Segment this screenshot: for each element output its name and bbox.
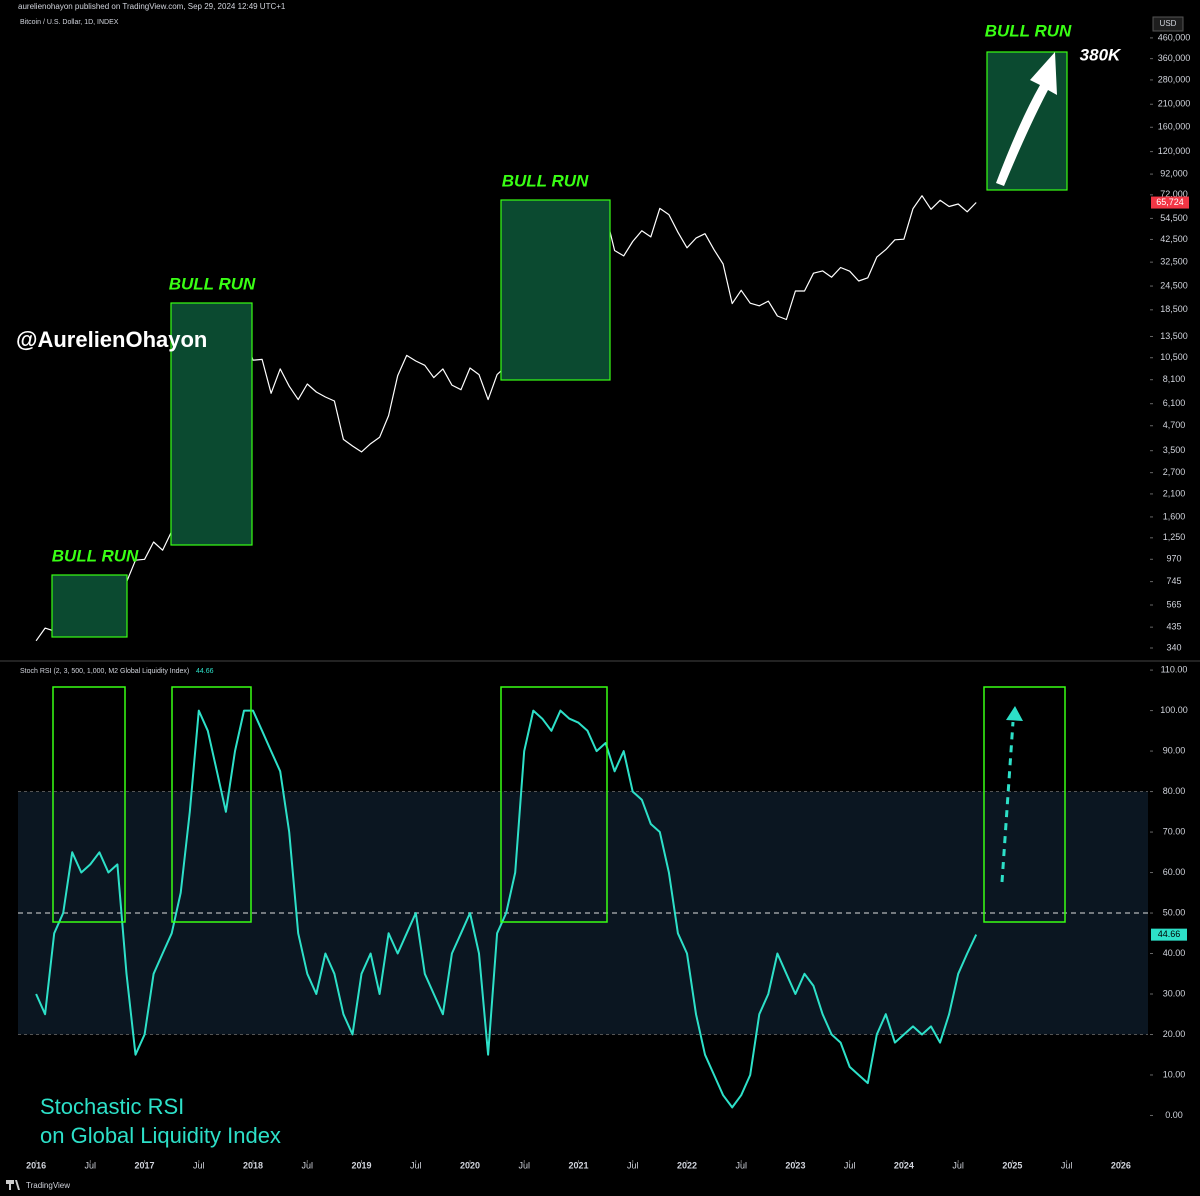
bull-box — [500, 199, 611, 381]
bull-box — [51, 574, 128, 638]
x-tick-label: 2018 — [243, 1160, 263, 1170]
rsi-box — [171, 686, 252, 923]
y-tick-label: 970 — [1166, 554, 1181, 564]
x-tick-label: 2026 — [1111, 1160, 1131, 1170]
x-tick-label: 2022 — [677, 1160, 697, 1170]
y-tick-label: 10.00 — [1163, 1069, 1186, 1079]
rsi-box — [983, 686, 1066, 923]
x-tick-label: Jul — [1061, 1160, 1073, 1170]
x-tick-label: 2016 — [26, 1160, 46, 1170]
y-tick-label: 30.00 — [1163, 988, 1186, 998]
y-tick-label: 13,500 — [1160, 331, 1188, 341]
bull-box — [170, 302, 253, 546]
y-tick-label: 24,500 — [1160, 280, 1188, 290]
y-tick-label: 80.00 — [1163, 786, 1186, 796]
y-tick-label: 70.00 — [1163, 826, 1186, 836]
y-tick-label: 280,000 — [1158, 74, 1191, 84]
bull-run-label: BULL RUN — [502, 171, 589, 190]
value-tag-label: 44.66 — [1158, 929, 1181, 939]
watermark: @AurelienOhayon — [16, 327, 207, 352]
rsi-box — [500, 686, 608, 923]
y-tick-label: 210,000 — [1158, 99, 1191, 109]
price-tag — [1151, 196, 1189, 209]
y-tick-label: 435 — [1166, 622, 1181, 632]
y-tick-label: 60.00 — [1163, 867, 1186, 877]
y-tick-label: 4,700 — [1163, 420, 1186, 430]
target-label: 380K — [1080, 45, 1122, 64]
y-tick-label: 18,500 — [1160, 304, 1188, 314]
y-tick-label: 90.00 — [1163, 745, 1186, 755]
y-tick-label: 3,500 — [1163, 445, 1186, 455]
price-tag-label: 65,724 — [1156, 197, 1184, 207]
y-tick-label: 565 — [1166, 599, 1181, 609]
y-tick-label: 0.00 — [1165, 1110, 1183, 1120]
x-tick-label: Jul — [410, 1160, 422, 1170]
y-tick-label: 32,500 — [1160, 257, 1188, 267]
x-tick-label: Jul — [844, 1160, 856, 1170]
y-tick-label: 745 — [1166, 576, 1181, 586]
legend-value: 44.66 — [196, 668, 214, 675]
y-tick-label: 54,500 — [1160, 213, 1188, 223]
y-tick-label: 42,500 — [1160, 234, 1188, 244]
bull-run-label: BULL RUN — [985, 21, 1072, 40]
y-tick-label: 1,250 — [1163, 532, 1186, 542]
rsi-caption: on Global Liquidity Index — [40, 1123, 281, 1148]
dashed-arrow — [1000, 721, 1015, 883]
y-tick-label: 120,000 — [1158, 146, 1191, 156]
y-tick-label: 92,000 — [1160, 168, 1188, 178]
price-legend: Bitcoin / U.S. Dollar, 1D, INDEX — [20, 19, 119, 26]
band — [18, 791, 1148, 1035]
arrow-head — [1006, 706, 1023, 721]
x-tick-label: 2023 — [785, 1160, 805, 1170]
x-tick-label: Jul — [627, 1160, 639, 1170]
logo — [6, 1180, 20, 1190]
rsi-caption: Stochastic RSI — [40, 1094, 184, 1119]
x-tick-label: 2020 — [460, 1160, 480, 1170]
x-tick-label: Jul — [302, 1160, 314, 1170]
currency-box — [1152, 16, 1184, 32]
rsi-legend: Stoch RSI (2, 3, 500, 1,000, M2 Global L… — [20, 668, 189, 675]
y-tick-label: 72,000 — [1160, 189, 1188, 199]
y-tick-label: 340 — [1166, 642, 1181, 652]
y-tick-label: 6,100 — [1163, 398, 1186, 408]
x-tick-label: 2025 — [1002, 1160, 1022, 1170]
y-tick-label: 10,500 — [1160, 352, 1188, 362]
x-tick-label: Jul — [952, 1160, 964, 1170]
y-tick-label: 460,000 — [1158, 32, 1191, 42]
x-tick-label: Jul — [193, 1160, 205, 1170]
y-tick-label: 2,700 — [1163, 467, 1186, 477]
bull-run-label: BULL RUN — [169, 274, 256, 293]
y-tick-label: 50.00 — [1163, 907, 1186, 917]
y-tick-label: 2,100 — [1163, 488, 1186, 498]
y-tick-label: 8,100 — [1163, 374, 1186, 384]
y-tick-label: 110.00 — [1161, 664, 1188, 674]
header: aurelienohayon published on TradingView.… — [18, 2, 286, 11]
x-tick-label: 2019 — [352, 1160, 372, 1170]
series-line — [35, 709, 978, 1109]
y-tick-label: 360,000 — [1158, 53, 1191, 63]
y-tick-label: 1,600 — [1163, 511, 1186, 521]
x-tick-label: Jul — [735, 1160, 747, 1170]
bull-run-label: BULL RUN — [52, 546, 139, 565]
x-tick-label: 2021 — [568, 1160, 588, 1170]
y-tick-label: 160,000 — [1158, 122, 1191, 132]
x-tick-label: Jul — [518, 1160, 530, 1170]
y-tick-label: 100.00 — [1160, 705, 1188, 715]
currency: USD — [1160, 19, 1177, 28]
rsi-box — [52, 686, 126, 923]
footer: TradingView — [26, 1181, 70, 1190]
x-tick-label: 2017 — [135, 1160, 155, 1170]
y-tick-label: 20.00 — [1163, 1029, 1186, 1039]
y-tick-label: 40.00 — [1163, 948, 1186, 958]
x-tick-label: 2024 — [894, 1160, 914, 1170]
value-tag — [1151, 928, 1187, 941]
x-tick-label: Jul — [85, 1160, 97, 1170]
arrow — [996, 52, 1057, 186]
